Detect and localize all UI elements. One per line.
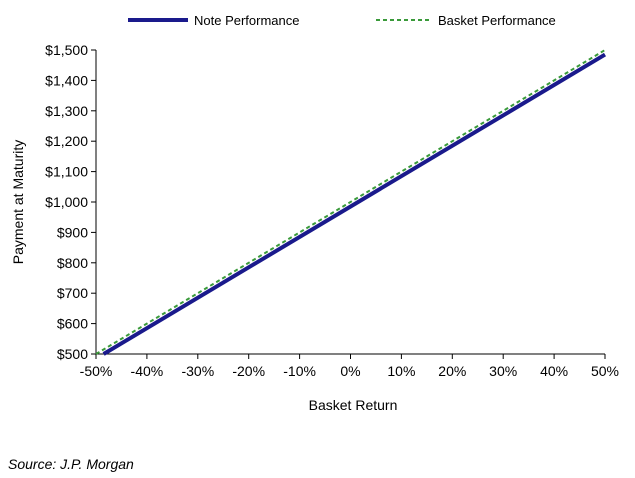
legend-label-basket-performance: Basket Performance	[438, 13, 556, 28]
x-tick-label: 40%	[540, 363, 568, 379]
series-line-basket-performance	[95, 49, 606, 355]
x-tick-label: -40%	[131, 363, 164, 379]
y-tick-label: $1,100	[45, 164, 88, 180]
y-tick-label: $1,500	[45, 42, 88, 58]
legend-label-note-performance: Note Performance	[194, 13, 300, 28]
y-tick-label: $500	[57, 346, 88, 362]
x-tick-label: -20%	[232, 363, 265, 379]
x-axis-title: Basket Return	[309, 397, 398, 413]
y-tick-label: $1,200	[45, 133, 88, 149]
legend: Note Performance Basket Performance	[128, 13, 556, 28]
x-tick-label: 30%	[489, 363, 517, 379]
y-tick-label: $1,400	[45, 72, 88, 88]
x-tick-label: 50%	[591, 363, 619, 379]
y-axis-ticks: $500 $600 $700 $800 $900 $1,000 $1,100 $1,200 $1…	[45, 42, 96, 362]
x-tick-label: 0%	[340, 363, 360, 379]
x-tick-label: -10%	[283, 363, 316, 379]
y-tick-label: $700	[57, 285, 88, 301]
y-tick-label: $1,300	[45, 103, 88, 119]
x-tick-label: -30%	[181, 363, 214, 379]
y-tick-label: $900	[57, 224, 88, 240]
x-tick-label: 20%	[438, 363, 466, 379]
y-tick-label: $1,000	[45, 194, 88, 210]
series-lines	[95, 49, 607, 356]
x-tick-label: -50%	[80, 363, 113, 379]
x-tick-label: 10%	[387, 363, 415, 379]
chart: Note Performance Basket Performance $500…	[10, 13, 619, 413]
y-axis-title: Payment at Maturity	[10, 140, 26, 265]
x-axis-ticks: -50% -40% -30% -20% -10% 0% 10% 20% 30% 40% 50%	[80, 354, 619, 379]
source-note: Source: J.P. Morgan	[8, 456, 134, 472]
y-tick-label: $600	[57, 316, 88, 332]
series-line-note-performance	[102, 52, 607, 356]
y-tick-label: $800	[57, 255, 88, 271]
